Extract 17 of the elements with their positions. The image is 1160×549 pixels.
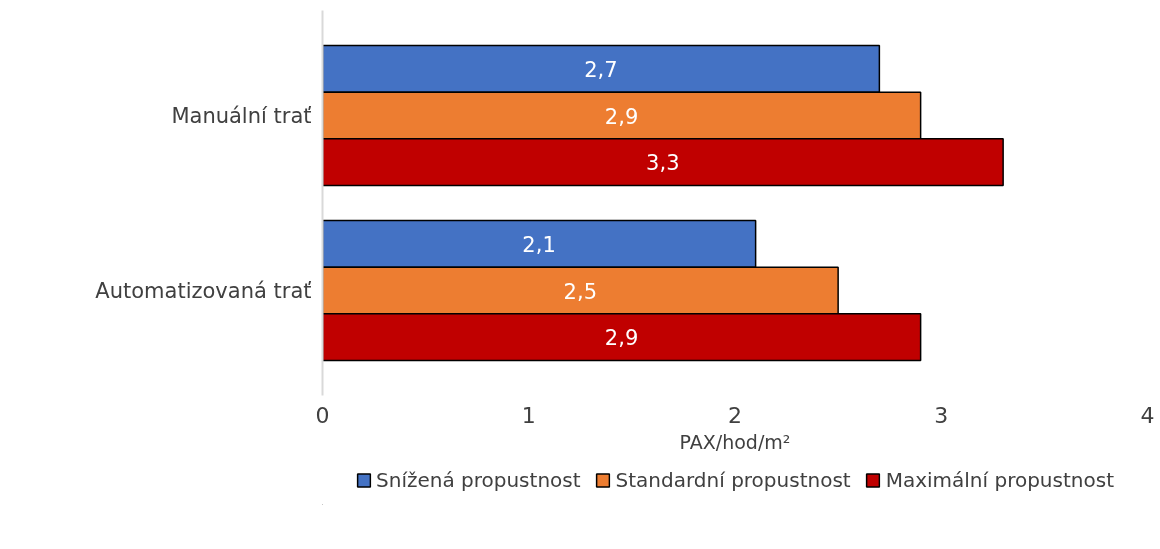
data-label: 2,1 (522, 232, 556, 257)
x-tick-label: 3 (934, 402, 949, 428)
x-axis-title: PAX/hod/m² (679, 430, 791, 453)
data-label: 3,3 (646, 151, 680, 176)
x-tick-label: 0 (315, 402, 330, 428)
x-tick-label: 1 (521, 402, 536, 428)
legend-label: Standardní propustnost (615, 468, 851, 492)
y-tick-label: Automatizovaná trať (95, 278, 312, 303)
data-label: 2,9 (604, 326, 639, 351)
data-label: 2,9 (604, 104, 639, 129)
data-label: 2,7 (584, 57, 618, 82)
data-label: 2,5 (563, 279, 598, 304)
x-tick-label: 2 (728, 402, 742, 428)
x-tick-label: 4 (1140, 402, 1155, 428)
y-tick-label: Manuální trať (171, 103, 312, 128)
legend-label: Snížená propustnost (376, 468, 581, 492)
legend-label: Maximální propustnost (885, 468, 1114, 492)
